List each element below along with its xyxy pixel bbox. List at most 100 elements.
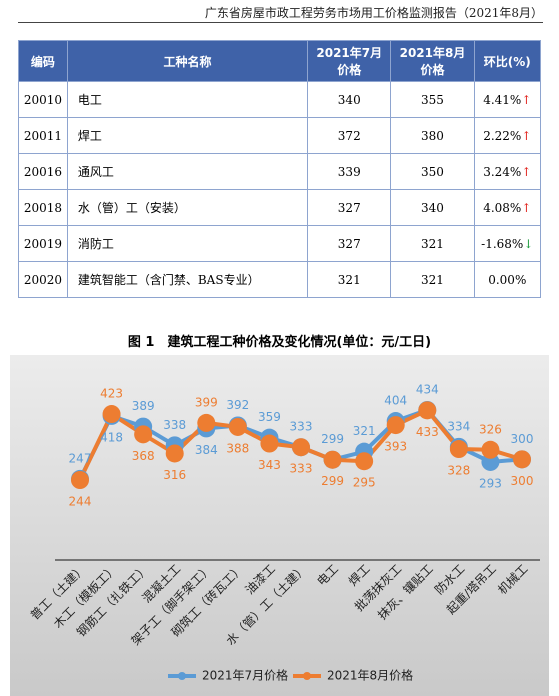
cell: 321 xyxy=(390,225,475,262)
change-value: 4.41% xyxy=(483,92,522,107)
cell: 20020 xyxy=(18,261,68,298)
legend-marker xyxy=(178,672,186,680)
cell: 20016 xyxy=(18,153,68,190)
change-value: 3.24% xyxy=(483,164,522,179)
name-cell: 电工 xyxy=(66,81,309,118)
data-label: 326 xyxy=(479,422,502,436)
data-label: 404 xyxy=(384,394,407,408)
change-value: -1.68% xyxy=(481,236,524,251)
change-arrow: ↑ xyxy=(521,128,532,143)
cell: 321 xyxy=(307,261,392,298)
change-cell: 4.08%↑ xyxy=(473,189,542,226)
point xyxy=(260,434,279,453)
point xyxy=(513,450,531,469)
data-label: 295 xyxy=(353,476,376,490)
cell: 355 xyxy=(390,81,475,118)
data-label: 299 xyxy=(321,474,344,488)
data-label: 392 xyxy=(226,398,249,412)
change-cell: 3.24%↑ xyxy=(473,153,542,190)
point xyxy=(228,417,247,436)
column-header: 2021年8月 价格 xyxy=(390,40,475,82)
legend-label: 2021年7月价格 xyxy=(202,668,288,683)
data-label: 328 xyxy=(447,464,470,478)
change-cell: 4.41%↑ xyxy=(473,81,542,118)
data-label: 389 xyxy=(132,399,155,413)
point xyxy=(449,440,468,459)
cell: 321 xyxy=(390,261,475,298)
change-value: 0.00% xyxy=(488,272,527,287)
data-label: 343 xyxy=(258,458,281,472)
data-label: 418 xyxy=(100,430,123,444)
point xyxy=(134,425,153,444)
data-label: 299 xyxy=(321,432,344,446)
data-label: 300 xyxy=(511,432,534,446)
price-table: 编码 工种名称 2021年7月 价格 2021年8月 价格 环比(%) 20010 电工 340 3… xyxy=(18,40,542,298)
name-cell: 通风工 xyxy=(66,153,309,190)
column-header: 工种名称 xyxy=(66,40,309,82)
header-line: 价格 xyxy=(420,63,445,77)
table-row: 20011 焊工 372 380 2.22%↑ xyxy=(18,117,542,154)
data-label: 433 xyxy=(416,425,439,439)
data-label: 359 xyxy=(258,410,281,424)
column-header: 2021年7月 价格 xyxy=(307,40,392,82)
data-label: 316 xyxy=(163,468,186,482)
cell: 339 xyxy=(307,153,392,190)
cell: 380 xyxy=(390,117,475,154)
figure-caption: 图 1 建筑工程工种价格及变化情况(单位：元/工日) xyxy=(127,335,432,350)
point xyxy=(292,438,310,457)
data-label: 293 xyxy=(479,476,502,490)
change-cell: 0.00% xyxy=(473,261,542,298)
header-line: 2021年8月 xyxy=(399,46,466,60)
point xyxy=(323,450,342,469)
point xyxy=(165,444,184,463)
header-line: 2021年7月 xyxy=(316,46,383,60)
cell: 372 xyxy=(307,117,392,154)
cell: 20010 xyxy=(18,81,68,118)
data-label: 399 xyxy=(195,395,218,409)
cell: 340 xyxy=(307,81,392,118)
point xyxy=(71,471,89,489)
cell: 327 xyxy=(307,189,392,226)
table-row: 20019 消防工 327 321 -1.68%↓ xyxy=(18,225,542,262)
table-row: 20018 水（管）工（安装） 327 340 4.08%↑ xyxy=(18,189,542,226)
data-label: 244 xyxy=(69,495,92,509)
column-header: 编码 xyxy=(18,40,68,82)
table-row: 20020 建筑智能工（含门禁、BAS专业） 321 321 0.00% xyxy=(18,261,542,298)
header-line: 价格 xyxy=(337,63,362,77)
change-arrow: ↓ xyxy=(523,236,534,251)
change-arrow: ↑ xyxy=(521,164,532,179)
data-label: 300 xyxy=(511,474,534,488)
name-cell: 水（管）工（安装） xyxy=(66,189,309,226)
name-cell: 焊工 xyxy=(66,117,309,154)
cell: 20011 xyxy=(18,117,68,154)
data-label: 384 xyxy=(195,443,218,457)
data-label: 423 xyxy=(100,387,123,401)
cell: 350 xyxy=(390,153,475,190)
data-label: 368 xyxy=(132,449,155,463)
cell: 20019 xyxy=(18,225,68,262)
change-cell: -1.68%↓ xyxy=(473,225,542,262)
header-title: 广东省房屋市政工程劳务市场用工价格监测报告（2021年8月） xyxy=(204,6,543,20)
data-label: 338 xyxy=(163,418,186,432)
data-label: 334 xyxy=(447,419,470,433)
column-header: 环比(%) xyxy=(473,40,542,82)
data-label: 333 xyxy=(290,462,313,476)
legend-label: 2021年8月价格 xyxy=(327,668,413,683)
change-arrow: ↑ xyxy=(521,92,532,107)
chart: 普工（土建）木工（模板工）钢筋工（扎铁工）混凝土工架子工（脚手架工）砌筑工（砖瓦… xyxy=(10,355,549,696)
cell: 340 xyxy=(390,189,475,226)
table-row: 20010 电工 340 355 4.41%↑ xyxy=(18,81,542,118)
change-value: 2.22% xyxy=(483,128,522,143)
data-label: 393 xyxy=(384,440,407,454)
point xyxy=(386,416,405,435)
point xyxy=(481,440,500,459)
name-cell: 消防工 xyxy=(66,225,309,262)
point xyxy=(197,413,216,432)
data-label: 388 xyxy=(226,441,249,455)
table-row: 20016 通风工 339 350 3.24%↑ xyxy=(18,153,542,190)
change-value: 4.08% xyxy=(483,200,522,215)
header-rule xyxy=(18,22,543,23)
data-label: 247 xyxy=(69,451,92,465)
legend-marker xyxy=(303,672,311,680)
